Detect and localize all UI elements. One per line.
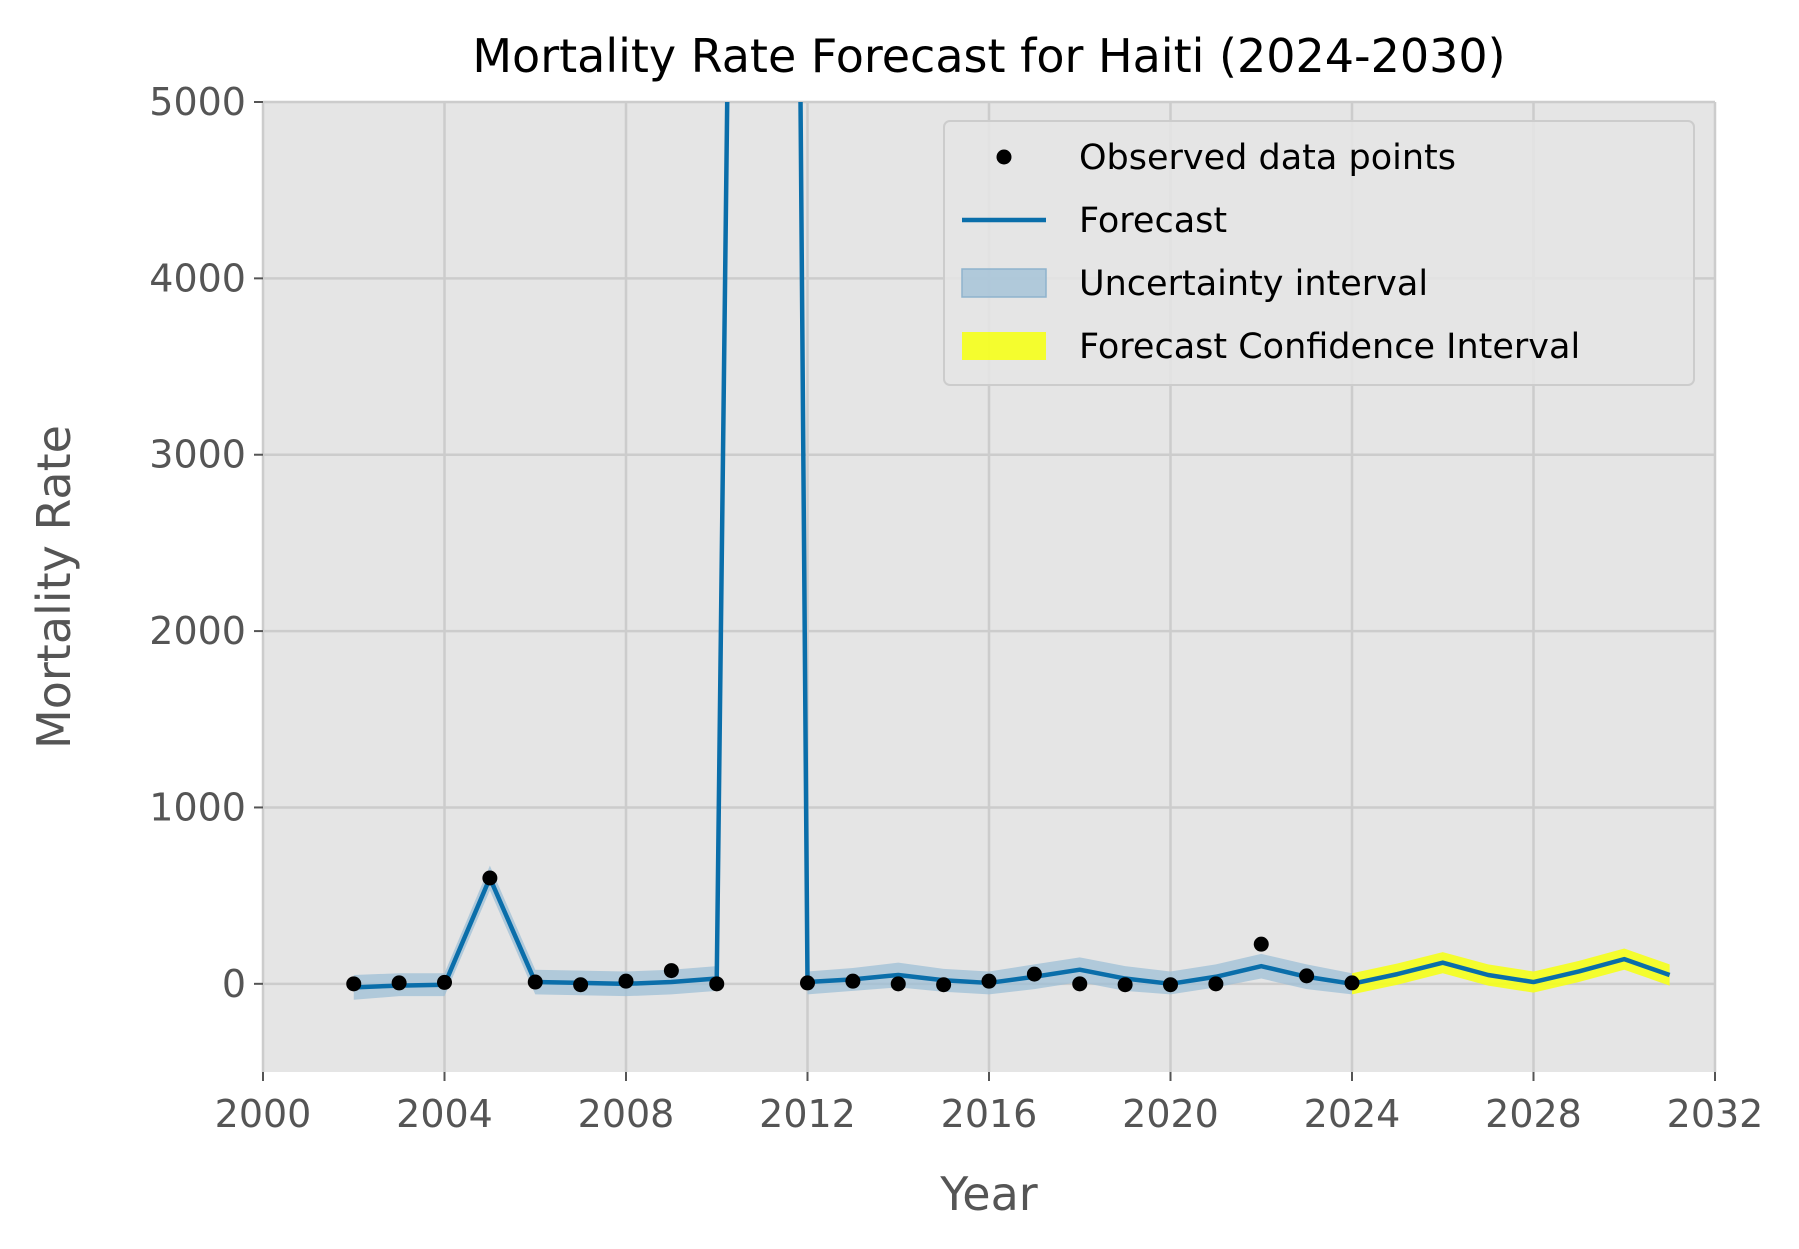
observed-point bbox=[1117, 977, 1133, 993]
observed-point bbox=[618, 973, 634, 989]
chart-title: Mortality Rate Forecast for Haiti (2024-… bbox=[472, 29, 1505, 83]
observed-point bbox=[1344, 975, 1360, 991]
y-axis-label: Mortality Rate bbox=[27, 425, 81, 749]
y-tick-label: 2000 bbox=[149, 609, 246, 653]
observed-point bbox=[346, 976, 362, 992]
observed-point bbox=[391, 975, 407, 991]
observed-point bbox=[1299, 968, 1315, 984]
observed-point bbox=[1208, 976, 1224, 992]
x-tick-label: 2012 bbox=[759, 1092, 856, 1136]
observed-point bbox=[845, 973, 861, 989]
x-tick-label: 2000 bbox=[215, 1092, 312, 1136]
legend-swatch-points bbox=[996, 149, 1012, 165]
x-axis-label: Year bbox=[939, 1167, 1037, 1221]
y-tick-label: 1000 bbox=[149, 785, 246, 829]
x-tick-labels: 2000 2004 2008 2012 2016 2020 2024 2028 2032 bbox=[215, 1092, 1764, 1136]
legend-label-points: Observed data points bbox=[1079, 138, 1456, 178]
x-tick-label: 2024 bbox=[1304, 1092, 1401, 1136]
observed-point bbox=[437, 974, 452, 990]
y-tick-label: 4000 bbox=[149, 256, 246, 300]
observed-point bbox=[1072, 976, 1088, 992]
legend-swatch-confidence bbox=[962, 332, 1046, 360]
legend: Observed data points Forecast Uncertainty … bbox=[943, 120, 1695, 386]
legend-label-forecast: Forecast bbox=[1079, 201, 1227, 241]
observed-point bbox=[936, 977, 952, 993]
x-tick-label: 2008 bbox=[578, 1092, 675, 1136]
x-tick-label: 2032 bbox=[1667, 1092, 1764, 1136]
y-tick-label: 5000 bbox=[149, 80, 246, 124]
y-tick-label: 3000 bbox=[149, 433, 246, 477]
x-tick-label: 2004 bbox=[396, 1092, 493, 1136]
x-tick-label: 2020 bbox=[1122, 1092, 1219, 1136]
observed-point bbox=[981, 973, 997, 989]
legend-label-uncertainty: Uncertainty interval bbox=[1079, 264, 1428, 304]
observed-point bbox=[573, 977, 589, 993]
observed-point bbox=[527, 974, 543, 990]
x-tick-label: 2016 bbox=[941, 1092, 1038, 1136]
observed-point bbox=[800, 975, 815, 991]
observed-point bbox=[709, 976, 725, 992]
observed-point bbox=[1163, 977, 1178, 993]
x-tick-label: 2028 bbox=[1485, 1092, 1582, 1136]
observed-point bbox=[890, 976, 906, 992]
y-tick-labels: 0 1000 2000 3000 4000 5000 bbox=[149, 80, 246, 1006]
legend-label-confidence: Forecast Confidence Interval bbox=[1079, 327, 1580, 367]
observed-point bbox=[482, 870, 498, 886]
y-tick-label: 0 bbox=[222, 962, 246, 1006]
series-group bbox=[346, 102, 1671, 1000]
observed-point bbox=[1253, 936, 1269, 952]
legend-swatch-uncertainty bbox=[961, 268, 1047, 298]
observed-point bbox=[1026, 966, 1042, 982]
legend-frame bbox=[943, 120, 1695, 386]
confidence-band bbox=[1352, 948, 1670, 995]
observed-point bbox=[663, 963, 679, 979]
